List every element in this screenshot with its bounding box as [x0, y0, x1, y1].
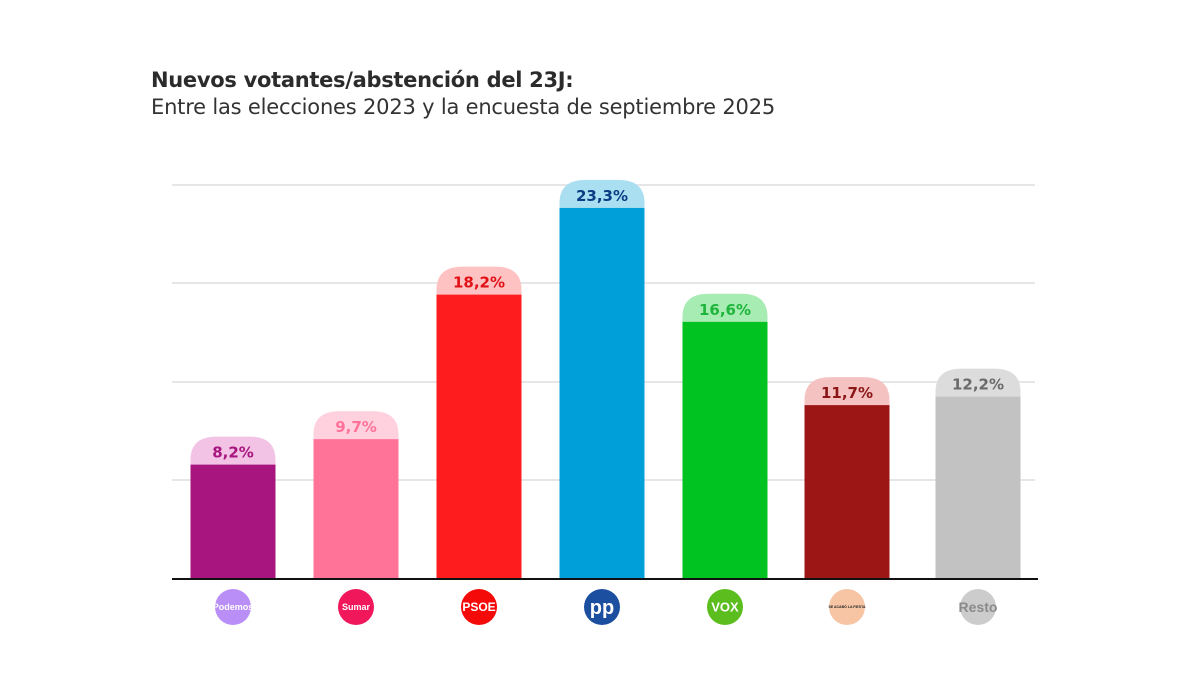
- chart-subtitle: Entre las elecciones 2023 y la encuesta …: [151, 95, 776, 119]
- bar: [682, 321, 768, 578]
- bar-cap: [682, 293, 768, 322]
- data-label: 9,7%: [335, 418, 377, 436]
- bar-cap: [804, 377, 890, 406]
- bar: [436, 294, 522, 578]
- party-logo: [584, 589, 620, 625]
- party-logo-label: Sumar: [342, 602, 371, 612]
- party-logo-label: PSOE: [462, 600, 495, 614]
- party-logo-label: Podemos: [213, 602, 254, 612]
- party-logo-label: Resto: [959, 599, 998, 615]
- bar: [559, 207, 645, 578]
- data-label: 23,3%: [576, 187, 628, 205]
- data-label: 11,7%: [821, 384, 873, 402]
- party-logo-label: pp: [590, 597, 614, 619]
- party-logo: [338, 589, 374, 625]
- bar: [313, 439, 399, 578]
- party-logo: [215, 589, 251, 625]
- bar: [804, 405, 890, 578]
- data-label: 12,2%: [952, 376, 1004, 394]
- bar: [935, 396, 1021, 578]
- bar-cap: [190, 436, 276, 465]
- bar-cap: [935, 368, 1021, 397]
- party-logo: [960, 589, 996, 625]
- bar-cap: [313, 411, 399, 440]
- data-label: 8,2%: [212, 444, 254, 462]
- chart-title: Nuevos votantes/abstención del 23J:: [151, 68, 574, 92]
- bar-cap: [559, 179, 645, 208]
- party-logo-label: SE ACABÓ LA FIESTA: [828, 604, 865, 609]
- party-logo-label: VOX: [711, 600, 739, 615]
- party-logo: [707, 589, 743, 625]
- data-label: 18,2%: [453, 274, 505, 292]
- party-logo: [829, 589, 865, 625]
- data-label: 16,6%: [699, 301, 751, 319]
- party-logo: [461, 589, 497, 625]
- bar: [190, 464, 276, 578]
- bar-cap: [436, 266, 522, 295]
